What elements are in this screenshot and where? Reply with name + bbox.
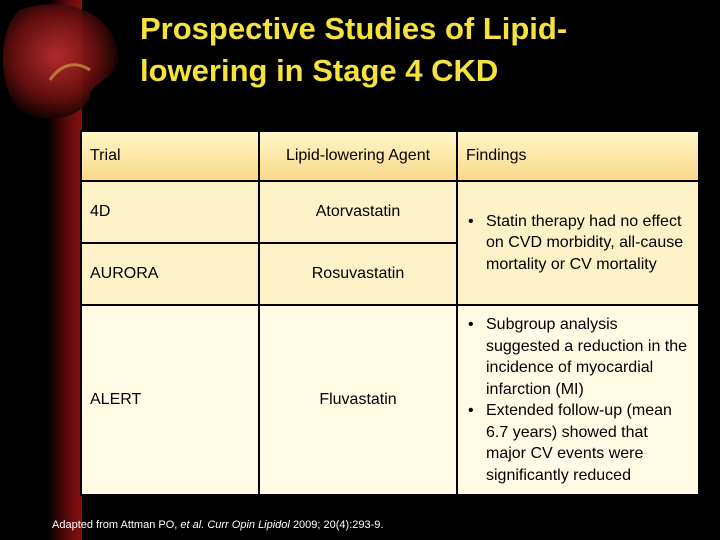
trial-cell: ALERT [80, 304, 260, 496]
header-cell: Findings [456, 130, 700, 182]
journal: Curr Opin Lipidol [207, 519, 290, 531]
trial-cell: 4D [80, 180, 260, 244]
trial-cell: AURORA [80, 242, 260, 306]
agent-cell: Fluvastatin [258, 304, 458, 496]
finding: Subgroup analysis suggested a reduction … [468, 314, 690, 400]
findings-list: Subgroup analysis suggested a reduction … [466, 314, 690, 486]
findings-cell: Subgroup analysis suggested a reduction … [456, 304, 700, 496]
header-cell: Trial [80, 130, 260, 182]
footnote: Adapted from Attman PO, et al. Curr Opin… [52, 519, 383, 531]
agent-cell: Rosuvastatin [258, 242, 458, 306]
source: Adapted from Attman PO, [52, 519, 178, 531]
header-cell: Lipid-lowering Agent [258, 130, 458, 182]
kidney-image [3, 4, 119, 119]
authors: et al. [180, 519, 205, 531]
slide-title: Prospective Studies of Lipid-lowering in… [140, 11, 568, 88]
findings-cell: Statin therapy had no effect on CVD morb… [456, 180, 700, 306]
finding: Extended follow-up (mean 6.7 years) show… [468, 400, 690, 486]
citation: 2009; 20(4):293-9. [292, 519, 384, 531]
studies-table: Trial Lipid-lowering Agent Findings 4D A… [80, 130, 700, 496]
agent-cell: Atorvastatin [258, 180, 458, 244]
findings-list: Statin therapy had no effect on CVD morb… [466, 211, 690, 276]
finding: Statin therapy had no effect on CVD morb… [468, 211, 690, 276]
